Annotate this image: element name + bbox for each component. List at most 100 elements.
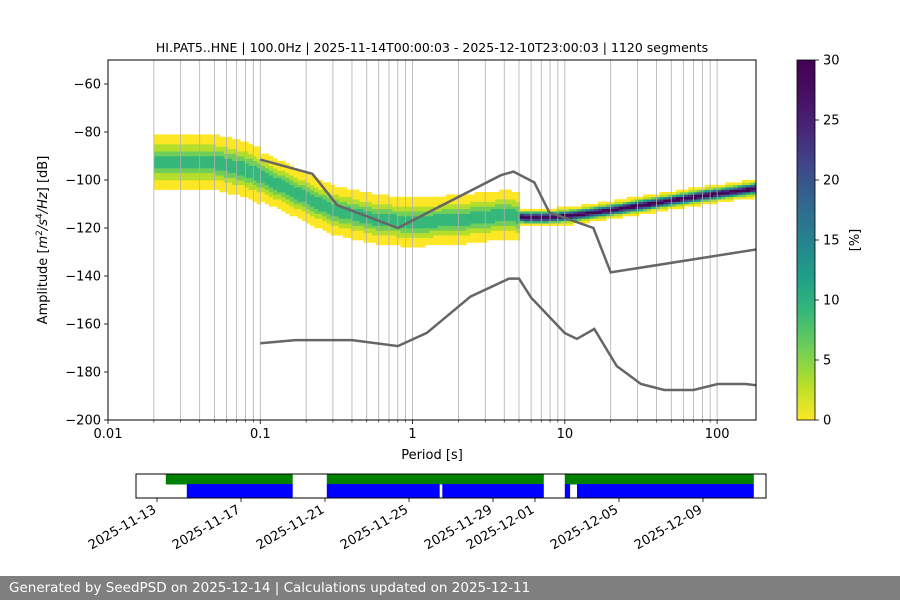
psd-bin (388, 232, 393, 236)
psd-bin (688, 189, 693, 193)
psd-bin (392, 237, 397, 241)
psd-bin (449, 218, 455, 222)
psd-bin (639, 201, 644, 205)
psd-bin (207, 139, 212, 142)
psd-bin (223, 177, 229, 181)
psd-bin (355, 218, 360, 222)
psd-bin (351, 220, 356, 224)
psd-bin (680, 192, 685, 195)
psd-bin (466, 194, 471, 198)
psd-bin (474, 192, 479, 195)
psd-bin (474, 196, 479, 200)
psd-bin (211, 158, 216, 162)
psd-bin (203, 165, 208, 169)
psd-bin (248, 160, 253, 164)
psd-bin (466, 199, 471, 202)
psd-bin (351, 201, 356, 205)
psd-bin (495, 204, 500, 207)
psd-bin (499, 199, 504, 202)
psd-bin (396, 213, 401, 217)
psd-bin (593, 204, 599, 207)
psd-bin (342, 225, 348, 229)
psd-bin (667, 192, 673, 195)
psd-bin (260, 177, 266, 181)
psd-bin (207, 168, 212, 171)
psd-bin (425, 204, 430, 207)
psd-bin (462, 223, 467, 226)
psd-bin (256, 196, 262, 200)
psd-bin (310, 223, 315, 226)
psd-bin (478, 194, 484, 198)
psd-bin (429, 230, 434, 234)
psd-bin (260, 156, 266, 159)
psd-bin (297, 206, 303, 210)
psd-bin (614, 208, 619, 212)
psd-bin (231, 158, 237, 162)
psd-bin (639, 206, 644, 210)
psd-bin (219, 180, 225, 183)
psd-bin (429, 240, 434, 243)
psd-bin (569, 223, 574, 226)
psd-bin (363, 208, 368, 212)
availability-segment (564, 474, 754, 485)
psd-bin (552, 208, 558, 212)
psd-bin (515, 216, 521, 219)
psd-bin (453, 199, 459, 202)
psd-bin (301, 199, 307, 202)
psd-bin (186, 165, 192, 169)
psd-bin (248, 175, 253, 178)
psd-bin (182, 175, 188, 178)
psd-bin (305, 192, 311, 195)
psd-bin (445, 225, 451, 229)
psd-bin (293, 180, 299, 183)
psd-bin (273, 199, 278, 202)
psd-bin (421, 220, 426, 224)
psd-bin (610, 204, 615, 207)
psd-bin (359, 225, 364, 229)
psd-bin (495, 220, 500, 224)
psd-bin (182, 165, 188, 169)
psd-bin (404, 196, 410, 200)
psd-bin (252, 153, 257, 157)
psd-bin (289, 172, 294, 176)
psd-bin (429, 216, 434, 219)
psd-bin (170, 146, 175, 150)
psd-bin (441, 196, 447, 200)
psd-bin (445, 218, 451, 222)
psd-bin (626, 199, 632, 202)
psd-bin (310, 216, 315, 219)
psd-bin (680, 199, 685, 202)
psd-bin (207, 182, 212, 186)
psd-bin (186, 180, 192, 183)
psd-bin (273, 189, 278, 193)
psd-bin (425, 228, 430, 231)
psd-bin (392, 211, 397, 214)
psd-bin (416, 218, 422, 222)
psd-bin (342, 189, 348, 193)
psd-bin (474, 194, 479, 198)
psd-bin (170, 136, 175, 140)
psd-bin (503, 189, 508, 193)
psd-bin (676, 196, 681, 200)
psd-bin (248, 194, 253, 198)
psd-bin (260, 165, 266, 169)
psd-bin (318, 180, 323, 183)
psd-bin (737, 194, 743, 198)
psd-bin (256, 160, 262, 164)
psd-bin (310, 189, 315, 193)
psd-bin (511, 194, 516, 198)
psd-bin (388, 204, 393, 207)
psd-bin (260, 189, 266, 193)
psd-bin (166, 136, 171, 140)
psd-bin (281, 180, 286, 183)
psd-bin (359, 230, 364, 234)
psd-bin (162, 170, 167, 174)
psd-bin (244, 182, 249, 186)
psd-bin (326, 228, 331, 231)
psd-bin (462, 213, 467, 217)
psd-bin (157, 184, 163, 188)
psd-bin (490, 230, 496, 234)
psd-bin (577, 206, 582, 210)
psd-bin (396, 242, 401, 246)
psd-bin (412, 244, 418, 248)
